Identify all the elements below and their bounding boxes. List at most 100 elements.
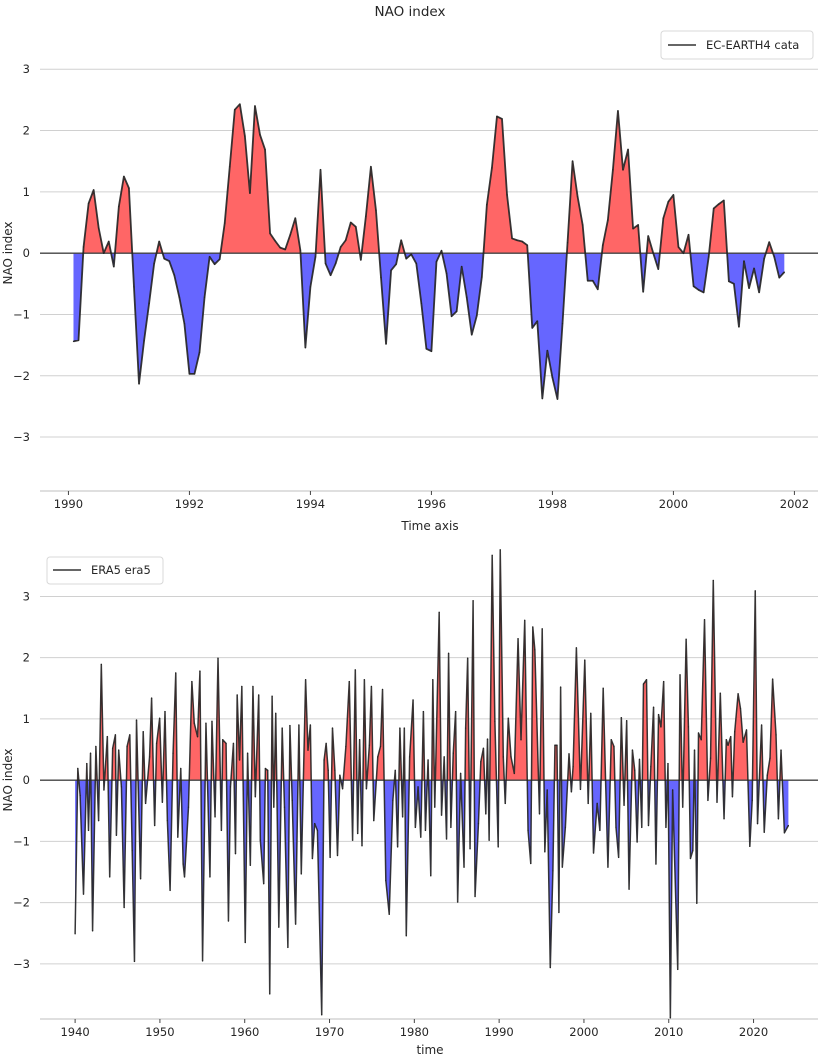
- data-point: [168, 260, 170, 262]
- data-point: [773, 256, 775, 258]
- data-point: [163, 258, 165, 260]
- data-point: [98, 227, 100, 229]
- data-point: [663, 680, 665, 683]
- y-tick-label: −1: [13, 834, 30, 848]
- data-point: [263, 883, 265, 885]
- data-point: [538, 813, 541, 815]
- data-point: [209, 876, 211, 878]
- data-point: [430, 875, 432, 877]
- data-point: [466, 296, 468, 298]
- data-point: [144, 802, 147, 805]
- data-point: [82, 246, 85, 248]
- data-point: [390, 269, 392, 271]
- plot-area: −3 −2 −1 0 1 2 3 1940 1950 1960 1970 1980 1990 2000 20…: [13, 549, 818, 1039]
- data-point: [211, 720, 213, 722]
- data-point: [360, 259, 362, 261]
- data-point: [652, 706, 655, 708]
- data-point: [422, 710, 424, 713]
- data-point: [271, 695, 273, 697]
- data-point: [749, 845, 751, 847]
- data-point: [151, 697, 153, 699]
- data-point: [496, 115, 498, 118]
- data-point: [696, 902, 698, 904]
- data-point: [672, 194, 675, 196]
- data-point: [728, 280, 730, 282]
- data-point: [482, 747, 485, 749]
- data-point: [183, 876, 186, 878]
- data-point: [440, 250, 443, 252]
- data-point: [109, 876, 111, 878]
- data-point: [259, 134, 261, 136]
- data-point: [592, 852, 595, 854]
- data-point: [677, 968, 679, 971]
- data-point: [415, 262, 417, 265]
- data-point: [642, 291, 644, 293]
- data-point: [613, 745, 615, 748]
- data-point: [182, 863, 184, 865]
- data-point: [486, 204, 488, 206]
- data-point: [334, 769, 336, 771]
- data-point: [319, 169, 322, 171]
- data-point: [379, 745, 382, 748]
- y-tick-label: 2: [23, 651, 30, 665]
- data-point: [768, 241, 770, 243]
- data-point: [264, 767, 267, 770]
- data-point: [254, 796, 256, 798]
- data-point: [139, 878, 142, 880]
- data-point: [327, 769, 329, 771]
- data-point: [472, 600, 474, 602]
- data-point: [354, 669, 356, 671]
- data-point: [521, 240, 523, 243]
- data-point: [79, 794, 81, 797]
- data-point: [590, 712, 592, 715]
- data-point: [516, 239, 518, 241]
- data-point: [336, 854, 339, 857]
- data-point: [450, 315, 453, 317]
- data-point: [645, 679, 648, 681]
- data-point: [295, 923, 297, 925]
- data-point: [115, 834, 118, 836]
- data-point: [697, 732, 700, 734]
- data-point: [118, 205, 120, 208]
- data-point: [450, 826, 452, 828]
- data-point: [669, 1017, 671, 1019]
- data-point: [193, 722, 195, 724]
- data-point: [133, 286, 135, 288]
- legend: ERA5 era5: [46, 556, 164, 585]
- data-point: [636, 841, 638, 843]
- data-point: [169, 889, 171, 892]
- data-point: [520, 739, 522, 741]
- y-tick-label: −2: [13, 369, 30, 383]
- data-point: [392, 799, 394, 801]
- x-tick-label: 1980: [400, 1025, 429, 1039]
- data-point: [712, 579, 714, 582]
- data-point: [761, 724, 763, 726]
- data-point: [707, 799, 709, 801]
- data-point: [214, 816, 216, 818]
- negative-area: [73, 253, 785, 400]
- data-point: [527, 829, 529, 831]
- data-point: [95, 745, 97, 748]
- data-point: [510, 756, 512, 758]
- data-point: [602, 687, 604, 689]
- data-point: [142, 731, 144, 733]
- data-point: [273, 806, 275, 808]
- data-point: [677, 246, 680, 248]
- data-point: [341, 788, 344, 790]
- data-point: [177, 836, 179, 838]
- data-point: [731, 796, 734, 798]
- x-tick-label: 2002: [780, 497, 809, 511]
- data-point: [244, 135, 246, 137]
- data-point: [148, 756, 151, 758]
- data-point: [339, 774, 341, 776]
- data-point: [769, 757, 771, 759]
- data-point: [89, 752, 92, 754]
- data-point: [561, 866, 563, 868]
- x-axis-label: Time axis: [400, 519, 458, 533]
- x-tick-label: 1992: [175, 497, 204, 511]
- series-line: [73, 103, 785, 400]
- x-tick-label: 1960: [230, 1025, 259, 1039]
- data-point: [763, 258, 765, 260]
- data-point: [405, 935, 407, 937]
